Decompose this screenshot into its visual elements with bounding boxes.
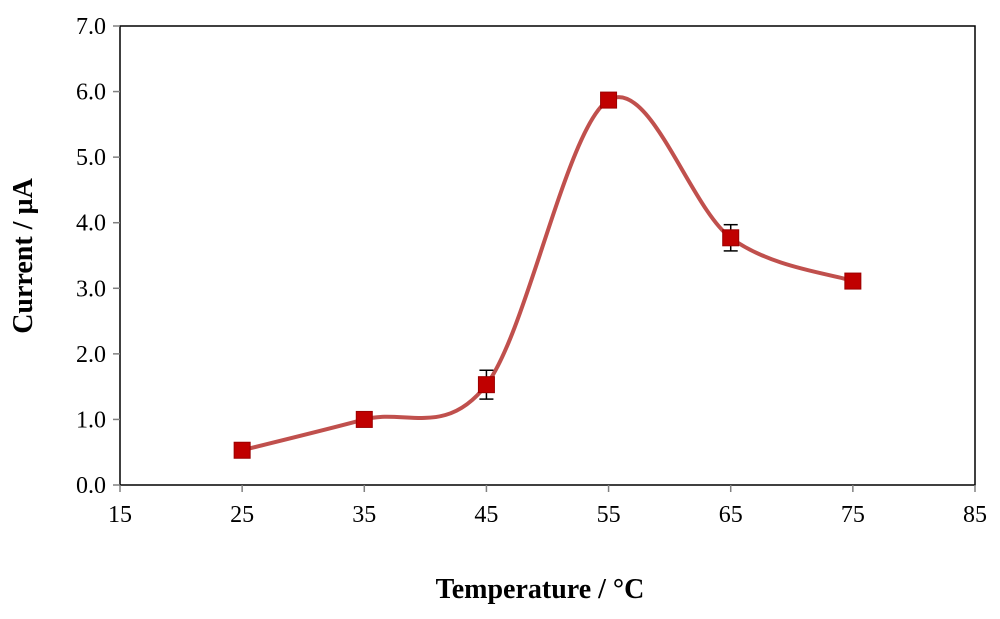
data-point-marker <box>600 91 618 109</box>
y-tick-label: 3.0 <box>76 276 106 302</box>
x-tick-label: 65 <box>719 502 743 528</box>
y-tick-label: 6.0 <box>76 80 106 106</box>
data-point-marker <box>355 410 373 428</box>
x-axis-title: Temperature / °C <box>436 574 645 605</box>
y-tick-label: 4.0 <box>76 211 106 237</box>
data-point-marker <box>477 376 495 394</box>
x-tick-label: 15 <box>108 502 132 528</box>
x-tick-label: 85 <box>963 502 987 528</box>
data-point-marker <box>844 272 862 290</box>
x-tick-label: 35 <box>352 502 376 528</box>
x-tick-label: 75 <box>841 502 865 528</box>
y-tick-label: 0.0 <box>76 473 106 499</box>
data-point-marker <box>722 229 740 247</box>
y-axis-title: Current / µA <box>8 177 39 333</box>
y-tick-label: 7.0 <box>76 14 106 40</box>
plot-area <box>119 25 976 486</box>
y-axis: 0.0 1.0 2.0 3.0 4.0 5.0 6.0 7.0 <box>76 14 120 499</box>
x-axis: 15 25 35 45 55 65 75 85 <box>108 485 987 528</box>
y-tick-label: 2.0 <box>76 342 106 368</box>
y-tick-label: 1.0 <box>76 407 106 433</box>
x-tick-label: 25 <box>230 502 254 528</box>
y-tick-label: 5.0 <box>76 145 106 171</box>
x-tick-label: 55 <box>597 502 621 528</box>
series-layer <box>233 91 862 459</box>
data-point-marker <box>233 441 251 459</box>
x-tick-label: 45 <box>474 502 498 528</box>
